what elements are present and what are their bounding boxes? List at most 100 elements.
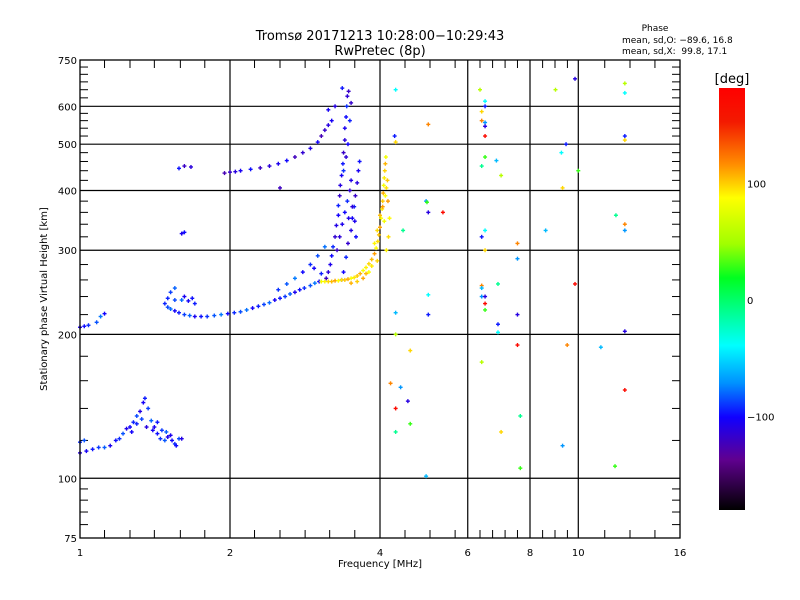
data-point xyxy=(393,87,398,92)
data-point xyxy=(162,301,167,306)
colorbar-label: [deg] xyxy=(715,72,750,87)
data-point xyxy=(228,170,232,175)
data-point xyxy=(338,183,343,188)
data-point xyxy=(515,256,520,261)
data-point xyxy=(381,191,386,196)
data-point xyxy=(170,438,175,443)
data-point xyxy=(162,438,167,443)
data-point xyxy=(333,234,338,239)
x-tick-label: 10 xyxy=(572,548,585,559)
data-point xyxy=(337,193,342,198)
data-point xyxy=(238,168,243,173)
colorbar-tick-labels: 100 0 −100 xyxy=(747,180,774,424)
data-point xyxy=(233,169,238,174)
data-point xyxy=(483,124,488,129)
data-point xyxy=(385,199,390,204)
data-point xyxy=(222,171,227,176)
y-tick-label: 400 xyxy=(58,186,77,197)
data-point xyxy=(379,216,384,221)
data-point xyxy=(345,277,350,282)
data-point xyxy=(336,213,341,218)
data-point xyxy=(349,100,354,105)
data-point xyxy=(515,241,520,246)
data-point xyxy=(353,234,358,239)
data-point xyxy=(179,298,184,303)
chart-title: Tromsø 20171213 10:28:00−10:29:43 xyxy=(255,29,505,44)
data-point xyxy=(380,204,385,209)
data-point xyxy=(340,86,345,91)
data-point xyxy=(483,294,488,299)
data-point xyxy=(300,150,305,155)
data-point xyxy=(622,138,627,143)
data-point xyxy=(622,90,627,95)
data-point xyxy=(172,298,177,303)
data-point xyxy=(174,443,179,448)
data-point xyxy=(329,118,334,123)
data-point xyxy=(192,301,197,306)
data-point xyxy=(284,158,289,163)
data-point xyxy=(322,128,327,133)
data-point xyxy=(384,248,389,253)
data-point xyxy=(424,474,429,479)
data-point xyxy=(385,178,390,183)
data-point xyxy=(349,276,354,281)
data-point xyxy=(96,445,101,450)
data-point xyxy=(165,305,170,310)
data-point xyxy=(345,142,350,147)
data-point xyxy=(483,307,488,312)
y-tick-label: 200 xyxy=(58,330,77,341)
y-tick-label: 300 xyxy=(58,246,77,257)
data-point xyxy=(292,155,297,160)
data-point xyxy=(272,298,277,303)
data-point xyxy=(383,193,388,198)
data-point xyxy=(182,230,187,235)
x-tick-label: 4 xyxy=(377,548,383,559)
data-point xyxy=(176,166,181,171)
data-point xyxy=(102,445,107,450)
data-point xyxy=(155,431,160,436)
data-point xyxy=(393,332,398,337)
data-point xyxy=(117,436,122,441)
axis-ticks xyxy=(80,60,680,538)
data-point xyxy=(341,150,346,155)
data-point xyxy=(142,396,147,401)
data-point xyxy=(388,381,393,386)
data-point xyxy=(353,193,358,198)
data-point xyxy=(292,290,297,295)
data-point xyxy=(258,165,263,170)
data-point xyxy=(152,425,157,430)
data-point xyxy=(393,406,398,411)
data-point xyxy=(372,241,377,246)
data-point xyxy=(613,213,618,218)
data-point xyxy=(326,279,331,284)
data-point xyxy=(622,222,627,227)
data-point xyxy=(392,134,397,139)
data-point xyxy=(141,400,146,405)
data-point xyxy=(182,294,187,299)
data-point xyxy=(576,168,581,173)
data-point xyxy=(426,122,431,127)
data-point xyxy=(361,276,366,281)
data-point xyxy=(387,216,392,221)
data-point xyxy=(134,421,139,426)
data-point xyxy=(256,304,261,309)
data-point xyxy=(518,466,523,471)
stats-heading: Phase xyxy=(642,24,669,34)
data-point xyxy=(84,449,89,454)
data-point xyxy=(334,223,339,228)
data-point xyxy=(479,286,484,291)
data-point xyxy=(499,173,504,178)
data-point xyxy=(278,296,283,301)
data-point xyxy=(398,385,403,390)
data-point xyxy=(322,279,327,284)
data-point xyxy=(479,164,484,169)
data-point xyxy=(560,185,565,190)
data-point xyxy=(192,314,197,319)
gridlines xyxy=(80,60,680,538)
data-point xyxy=(179,436,184,441)
data-point xyxy=(276,161,281,166)
data-point xyxy=(131,420,136,425)
data-point xyxy=(382,175,387,180)
data-point xyxy=(565,343,570,348)
data-point xyxy=(315,253,320,258)
